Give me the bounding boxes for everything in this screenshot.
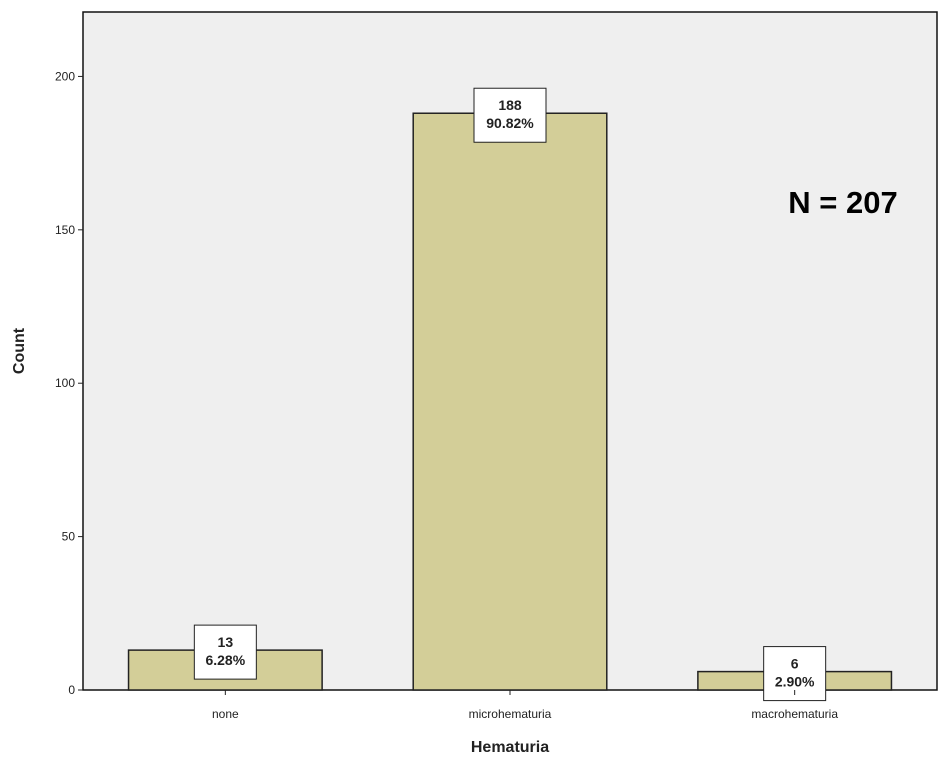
data-label-percent: 90.82% xyxy=(486,115,534,131)
data-label-percent: 2.90% xyxy=(775,674,815,690)
x-axis-title: Hematuria xyxy=(471,739,549,756)
data-label-count: 13 xyxy=(218,634,234,650)
x-tick-label: microhematuria xyxy=(469,707,552,721)
data-label-percent: 6.28% xyxy=(205,652,245,668)
y-axis: 0 50 100 150 200 xyxy=(55,69,83,697)
bar-microhematuria xyxy=(412,112,608,691)
y-axis-title: Count xyxy=(11,327,28,374)
bars: 13 6.28% 188 90.82% 6 2.90% xyxy=(127,87,893,702)
data-label-box xyxy=(193,624,257,680)
y-tick-label: 50 xyxy=(62,530,76,544)
data-label-box xyxy=(473,87,547,143)
data-label-count: 188 xyxy=(498,97,522,113)
y-tick-label: 100 xyxy=(55,376,75,390)
y-tick-label: 200 xyxy=(55,69,75,83)
y-tick-label: 150 xyxy=(55,223,75,237)
sample-size-annotation: N = 207 xyxy=(788,185,897,220)
x-tick-label: macrohematuria xyxy=(751,707,838,721)
y-tick-label: 0 xyxy=(68,683,75,697)
data-label-count: 6 xyxy=(791,656,799,672)
x-axis: none microhematuria macrohematuria xyxy=(212,690,838,721)
x-tick-label: none xyxy=(212,707,239,721)
